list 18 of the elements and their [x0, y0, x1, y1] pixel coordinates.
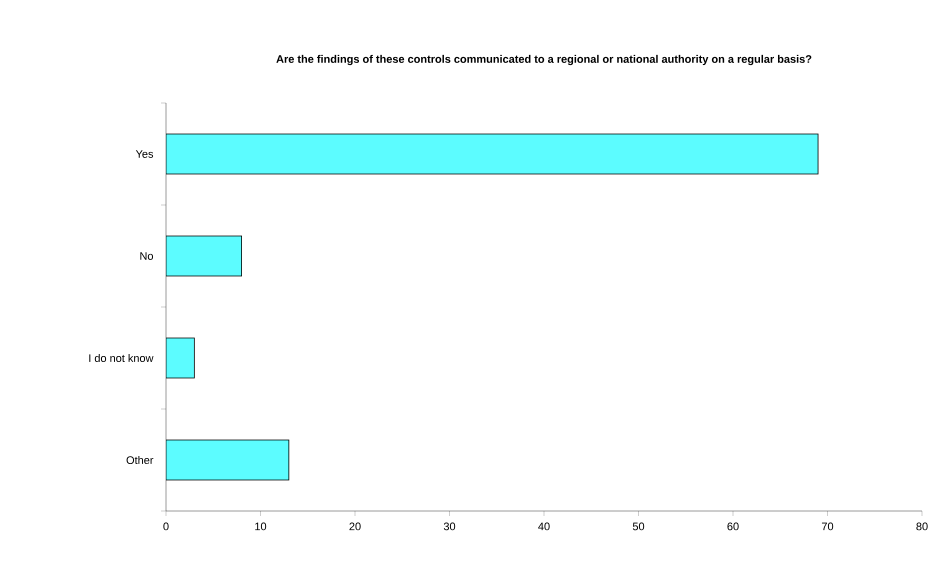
x-tick-label: 60 — [727, 522, 739, 530]
x-tick-label: 50 — [632, 522, 644, 530]
x-tick-label: 30 — [444, 522, 456, 530]
chart-title: Are the findings of these controls communicated to a regional or national authority on a regular basis? — [276, 54, 812, 66]
bar — [166, 134, 818, 174]
bar — [166, 440, 290, 480]
y-tick-label: Yes — [136, 150, 154, 158]
x-tick-label: 0 — [163, 522, 169, 530]
y-tick-label: Other — [126, 456, 154, 464]
x-tick-label: 40 — [538, 522, 550, 530]
bar — [166, 338, 195, 378]
x-tick-label: 20 — [349, 522, 361, 530]
y-tick-label: No — [140, 252, 154, 260]
x-tick-label: 80 — [916, 522, 928, 530]
y-tick-label: I do not know — [89, 354, 154, 362]
x-tick-label: 10 — [255, 522, 266, 530]
bar — [166, 236, 242, 276]
x-tick-label: 70 — [822, 522, 834, 530]
